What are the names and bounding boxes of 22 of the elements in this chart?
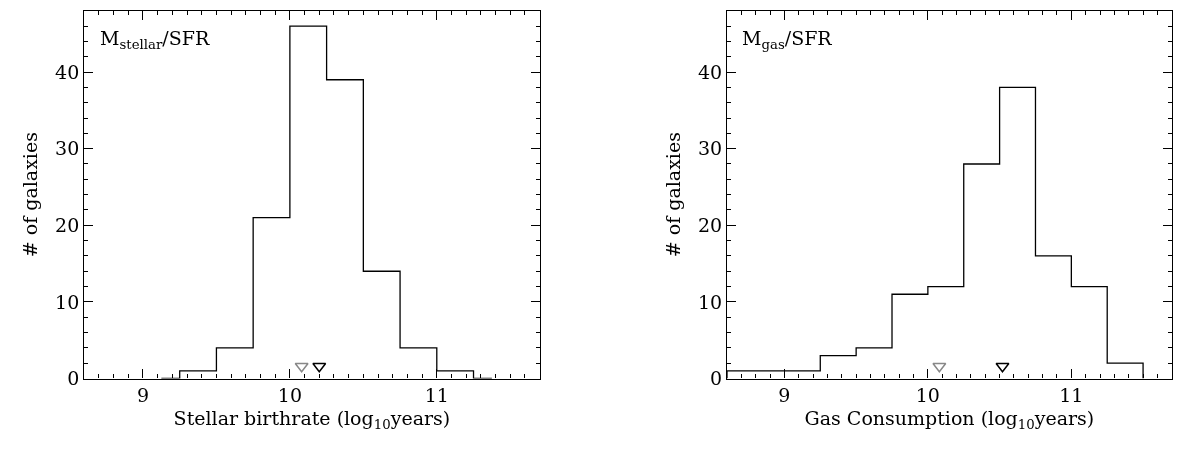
y-axis-title: # of galaxies <box>18 132 41 258</box>
y-tick-label: 40 <box>697 60 723 83</box>
y-tick-label: 0 <box>710 367 723 390</box>
y-tick-label: 10 <box>697 290 723 313</box>
x-tick-label: 10 <box>915 384 940 407</box>
y-tick-label: 10 <box>55 290 80 313</box>
x-tick-label: 10 <box>277 384 302 407</box>
x-tick-label: 11 <box>1059 384 1084 407</box>
y-tick-label: 20 <box>697 213 723 236</box>
x-tick-label: 9 <box>778 384 791 407</box>
annotation: M$_{gas}$/SFR <box>742 27 833 52</box>
annotation: M$_{stellar}$/SFR <box>100 27 210 52</box>
x-tick-label: 11 <box>424 384 449 407</box>
y-tick-label: 30 <box>55 137 80 160</box>
y-tick-label: 0 <box>67 367 80 390</box>
x-axis-title: Gas Consumption (log$_{10}$years) <box>804 407 1095 433</box>
y-tick-label: 30 <box>697 137 723 160</box>
y-axis-title: # of galaxies <box>661 132 684 258</box>
x-tick-label: 9 <box>136 384 150 407</box>
y-tick-label: 20 <box>55 213 80 236</box>
y-tick-label: 40 <box>55 60 80 83</box>
x-axis-title: Stellar birthrate (log$_{10}$years) <box>173 407 451 433</box>
